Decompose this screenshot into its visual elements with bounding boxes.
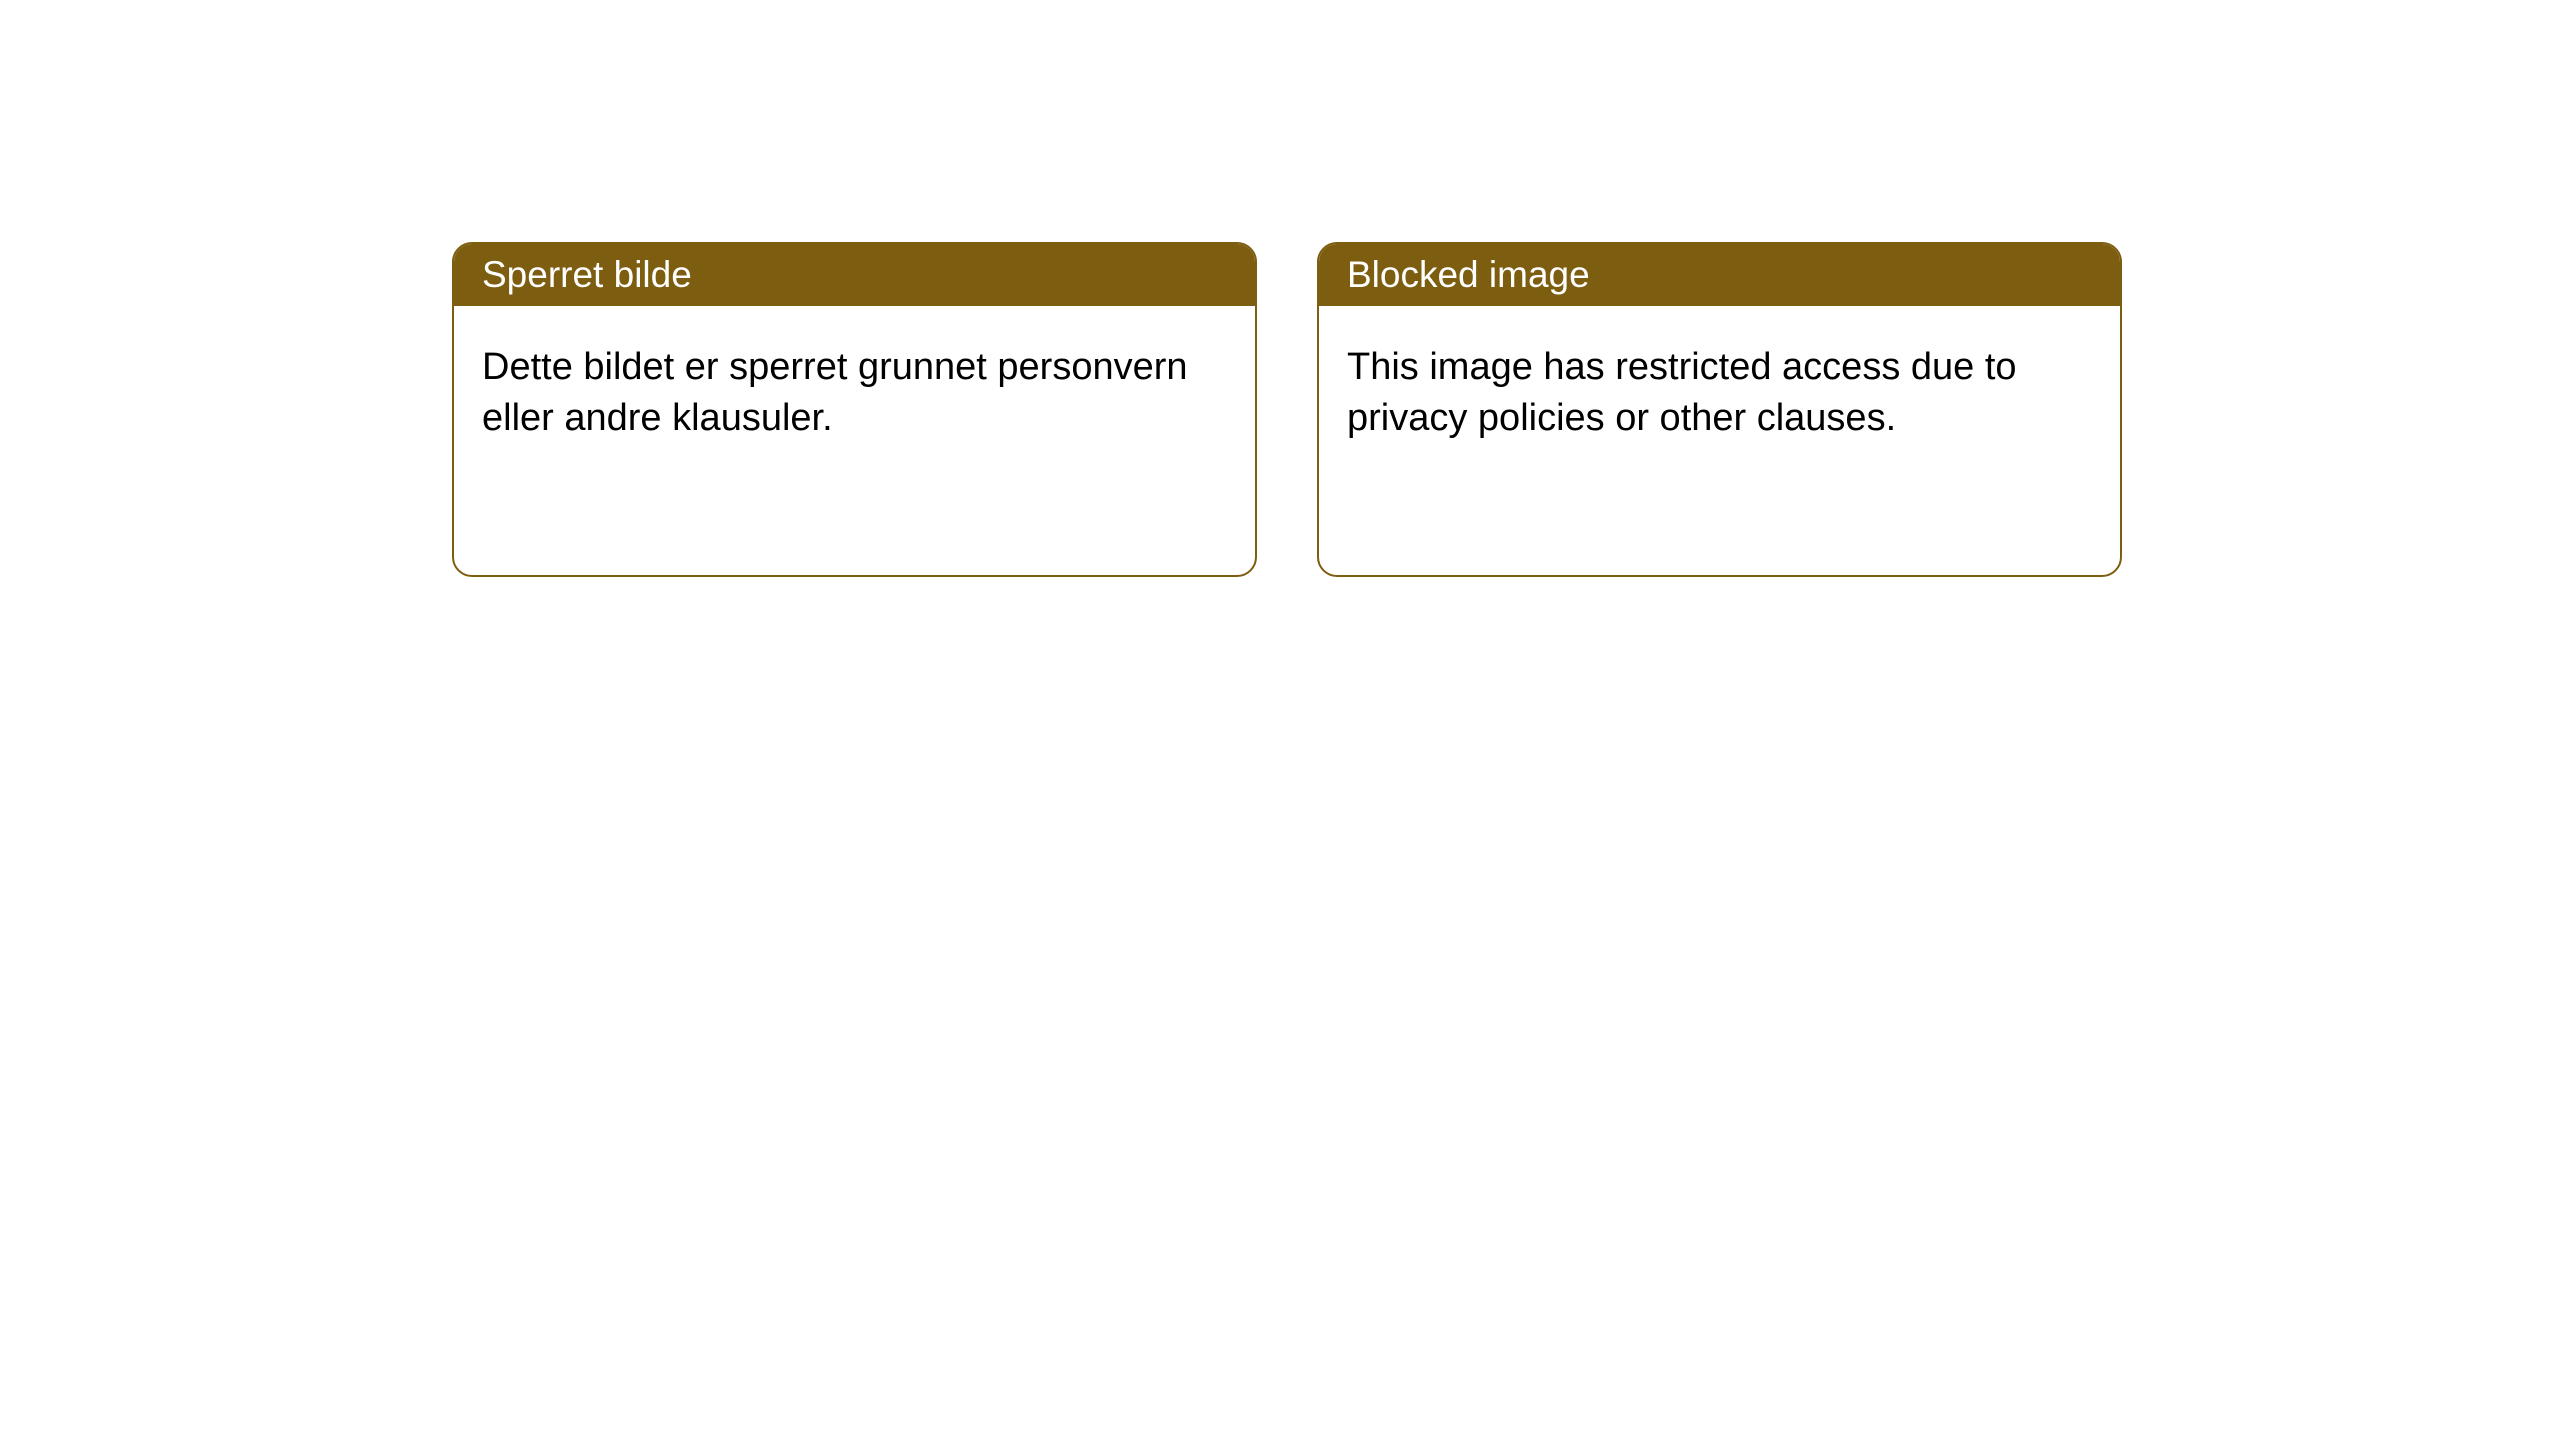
card-title: Blocked image <box>1347 254 1590 295</box>
card-body: This image has restricted access due to … <box>1319 306 2120 481</box>
card-body-text: This image has restricted access due to … <box>1347 346 2017 439</box>
card-header: Blocked image <box>1319 244 2120 306</box>
card-header: Sperret bilde <box>454 244 1255 306</box>
card-body-text: Dette bildet er sperret grunnet personve… <box>482 346 1188 439</box>
card-title: Sperret bilde <box>482 254 692 295</box>
cards-container: Sperret bilde Dette bildet er sperret gr… <box>0 0 2560 577</box>
card-body: Dette bildet er sperret grunnet personve… <box>454 306 1255 481</box>
blocked-image-card-no: Sperret bilde Dette bildet er sperret gr… <box>452 242 1257 577</box>
blocked-image-card-en: Blocked image This image has restricted … <box>1317 242 2122 577</box>
